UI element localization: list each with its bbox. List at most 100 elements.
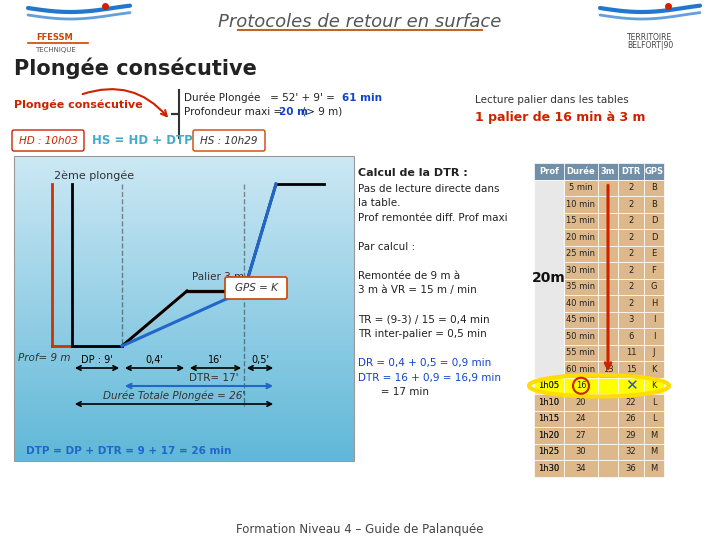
FancyBboxPatch shape — [618, 179, 644, 196]
Text: J: J — [653, 348, 655, 357]
Text: 1h15: 1h15 — [539, 414, 559, 423]
Text: 2: 2 — [629, 299, 634, 308]
Text: B: B — [651, 183, 657, 192]
Text: 20 min: 20 min — [567, 233, 595, 242]
Text: HD : 10h03: HD : 10h03 — [19, 136, 78, 145]
Text: Durée Totale Plongée = 26': Durée Totale Plongée = 26' — [103, 391, 245, 401]
Text: Calcul de la DTR :: Calcul de la DTR : — [358, 168, 468, 178]
FancyBboxPatch shape — [12, 130, 84, 151]
FancyBboxPatch shape — [564, 410, 598, 427]
Text: 1h30: 1h30 — [539, 464, 559, 472]
Text: la table.: la table. — [358, 199, 400, 208]
FancyBboxPatch shape — [644, 312, 664, 328]
Text: 1h10: 1h10 — [539, 398, 559, 407]
FancyBboxPatch shape — [564, 262, 598, 279]
FancyBboxPatch shape — [644, 328, 664, 345]
FancyBboxPatch shape — [564, 163, 598, 179]
Text: 1h30: 1h30 — [539, 464, 559, 472]
Text: DTR: DTR — [621, 167, 641, 176]
FancyBboxPatch shape — [534, 427, 564, 443]
FancyBboxPatch shape — [564, 361, 598, 377]
Text: 1 palier de 16 min à 3 m: 1 palier de 16 min à 3 m — [475, 111, 646, 125]
FancyBboxPatch shape — [564, 394, 598, 410]
FancyBboxPatch shape — [564, 246, 598, 262]
Text: L: L — [652, 398, 657, 407]
FancyBboxPatch shape — [534, 179, 564, 377]
Text: K: K — [652, 381, 657, 390]
Text: Remontée de 9 m à: Remontée de 9 m à — [358, 271, 460, 281]
Text: Prof remontée diff. Prof maxi: Prof remontée diff. Prof maxi — [358, 213, 508, 223]
FancyBboxPatch shape — [618, 377, 644, 394]
FancyBboxPatch shape — [618, 262, 644, 279]
Text: 16': 16' — [208, 355, 223, 365]
Text: 15 min: 15 min — [567, 216, 595, 225]
FancyBboxPatch shape — [618, 410, 644, 427]
Text: GPS: GPS — [644, 167, 664, 176]
FancyBboxPatch shape — [618, 196, 644, 213]
Text: 1h05: 1h05 — [539, 381, 559, 390]
Text: = 17 min: = 17 min — [358, 387, 429, 397]
Text: Plongée consécutive: Plongée consécutive — [14, 100, 143, 110]
FancyBboxPatch shape — [644, 262, 664, 279]
FancyBboxPatch shape — [534, 410, 564, 427]
Text: 36: 36 — [626, 464, 636, 472]
Text: 29: 29 — [626, 431, 636, 440]
Text: 15: 15 — [626, 364, 636, 374]
Text: 1h25: 1h25 — [539, 447, 559, 456]
FancyBboxPatch shape — [564, 345, 598, 361]
FancyBboxPatch shape — [644, 394, 664, 410]
Text: 1h20: 1h20 — [539, 431, 559, 440]
Text: Prof: Prof — [539, 167, 559, 176]
FancyBboxPatch shape — [618, 163, 644, 179]
Text: Protocoles de retour en surface: Protocoles de retour en surface — [218, 13, 502, 31]
Text: 2: 2 — [629, 282, 634, 291]
Text: 13: 13 — [603, 364, 613, 374]
Text: Prof= 9 m: Prof= 9 m — [18, 353, 71, 363]
FancyBboxPatch shape — [564, 196, 598, 213]
Text: 0,4': 0,4' — [145, 355, 163, 365]
Text: 50 min: 50 min — [567, 332, 595, 341]
Text: DP : 9': DP : 9' — [81, 355, 113, 365]
Text: TR = (9-3) / 15 = 0,4 min: TR = (9-3) / 15 = 0,4 min — [358, 314, 490, 325]
FancyBboxPatch shape — [564, 328, 598, 345]
Text: 10 min: 10 min — [567, 200, 595, 209]
FancyBboxPatch shape — [644, 279, 664, 295]
FancyBboxPatch shape — [225, 277, 287, 299]
Text: I: I — [653, 315, 655, 324]
Text: DTP = DP + DTR = 9 + 17 = 26 min: DTP = DP + DTR = 9 + 17 = 26 min — [26, 446, 231, 456]
FancyBboxPatch shape — [598, 410, 618, 427]
FancyBboxPatch shape — [534, 443, 564, 460]
FancyBboxPatch shape — [598, 213, 618, 229]
Text: 30 min: 30 min — [567, 266, 595, 275]
Text: HS = HD + DTP: HS = HD + DTP — [92, 134, 193, 147]
FancyBboxPatch shape — [534, 427, 564, 443]
Text: H: H — [651, 299, 657, 308]
Text: FFESSM: FFESSM — [37, 33, 73, 43]
Text: Durée Plongée   = 52' + 9' =: Durée Plongée = 52' + 9' = — [184, 93, 338, 103]
FancyBboxPatch shape — [598, 443, 618, 460]
FancyBboxPatch shape — [618, 213, 644, 229]
Text: Par calcul :: Par calcul : — [358, 242, 415, 252]
Text: Durée: Durée — [567, 167, 595, 176]
Text: TECHNIQUE: TECHNIQUE — [35, 47, 76, 53]
Text: E: E — [652, 249, 657, 258]
Text: TR inter-palier = 0,5 min: TR inter-palier = 0,5 min — [358, 329, 487, 339]
Text: 6: 6 — [629, 332, 634, 341]
FancyBboxPatch shape — [564, 460, 598, 476]
Text: DTR= 17': DTR= 17' — [189, 373, 239, 383]
FancyBboxPatch shape — [564, 213, 598, 229]
Text: Palier 3 m: Palier 3 m — [192, 272, 244, 282]
FancyBboxPatch shape — [644, 361, 664, 377]
FancyBboxPatch shape — [598, 312, 618, 328]
Text: 20 m: 20 m — [279, 107, 308, 117]
Text: 40 min: 40 min — [567, 299, 595, 308]
Text: 26: 26 — [626, 414, 636, 423]
Text: D: D — [651, 216, 657, 225]
FancyBboxPatch shape — [534, 394, 564, 410]
Text: 3m: 3m — [600, 167, 615, 176]
FancyBboxPatch shape — [618, 361, 644, 377]
Text: 5 min: 5 min — [569, 183, 593, 192]
Text: 1h05: 1h05 — [539, 381, 559, 390]
FancyBboxPatch shape — [644, 377, 664, 394]
Text: D: D — [651, 233, 657, 242]
